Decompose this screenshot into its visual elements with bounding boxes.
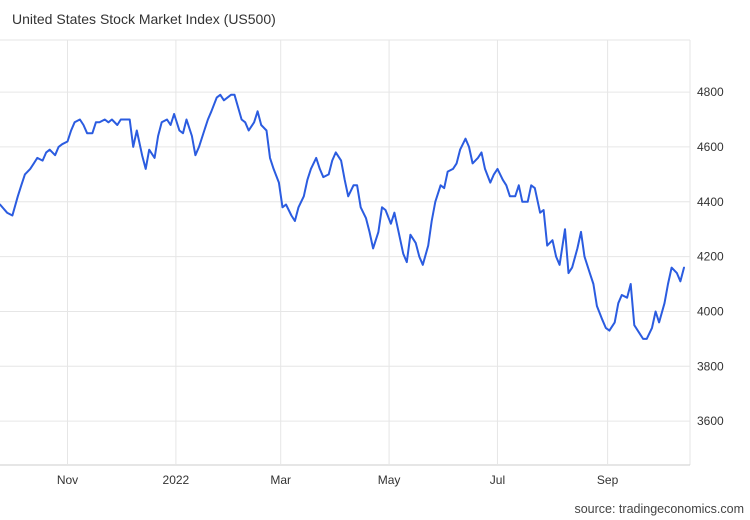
x-tick-label: Mar	[270, 473, 291, 487]
x-axis-ticks: Nov 2022 Mar May Jul Sep	[57, 473, 619, 487]
y-tick-label: 3800	[697, 359, 724, 373]
series-line	[0, 93, 685, 340]
y-tick-label: 3600	[697, 414, 724, 428]
gridlines	[0, 39, 691, 466]
x-tick-label: Jul	[490, 473, 505, 487]
x-tick-label: 2022	[163, 473, 190, 487]
x-tick-label: May	[378, 473, 401, 487]
series-layer	[0, 93, 685, 340]
y-tick-label: 4200	[697, 250, 724, 264]
y-tick-label: 4000	[697, 304, 724, 318]
y-tick-label: 4800	[697, 85, 724, 99]
y-tick-label: 4400	[697, 195, 724, 209]
source-credit: source: tradingeconomics.com	[574, 502, 744, 516]
x-tick-label: Sep	[597, 473, 619, 487]
chart-title: United States Stock Market Index (US500)	[12, 11, 276, 27]
y-axis-ticks: 3600 3800 4000 4200 4400 4600 4800	[697, 85, 724, 428]
y-tick-label: 4600	[697, 140, 724, 154]
x-tick-label: Nov	[57, 473, 78, 487]
